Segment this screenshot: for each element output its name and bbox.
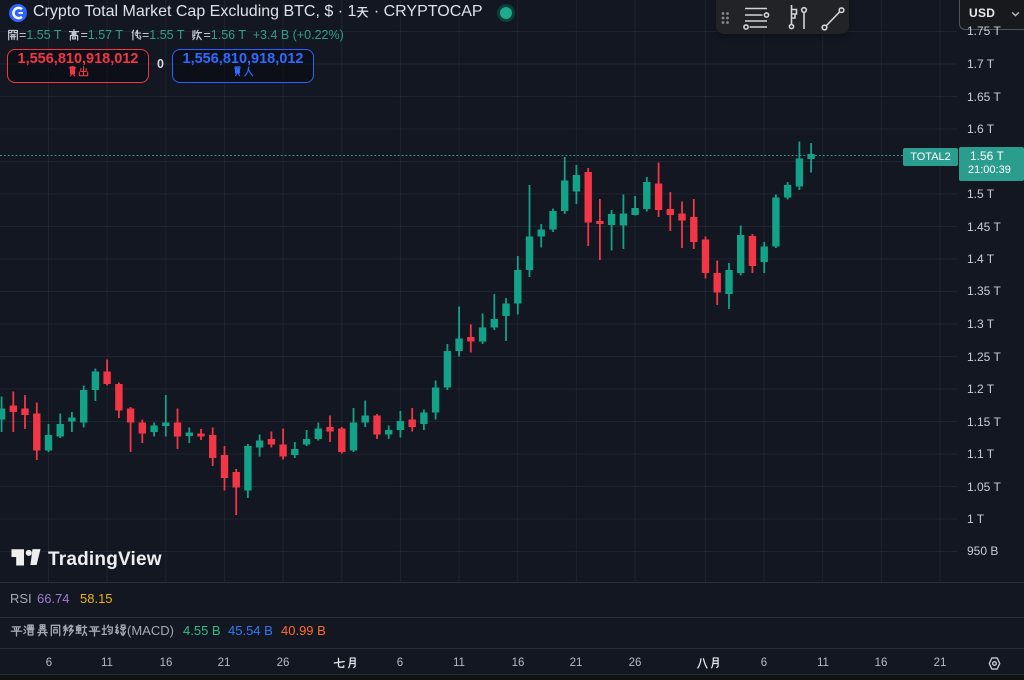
svg-text:TradingView: TradingView bbox=[48, 549, 162, 570]
